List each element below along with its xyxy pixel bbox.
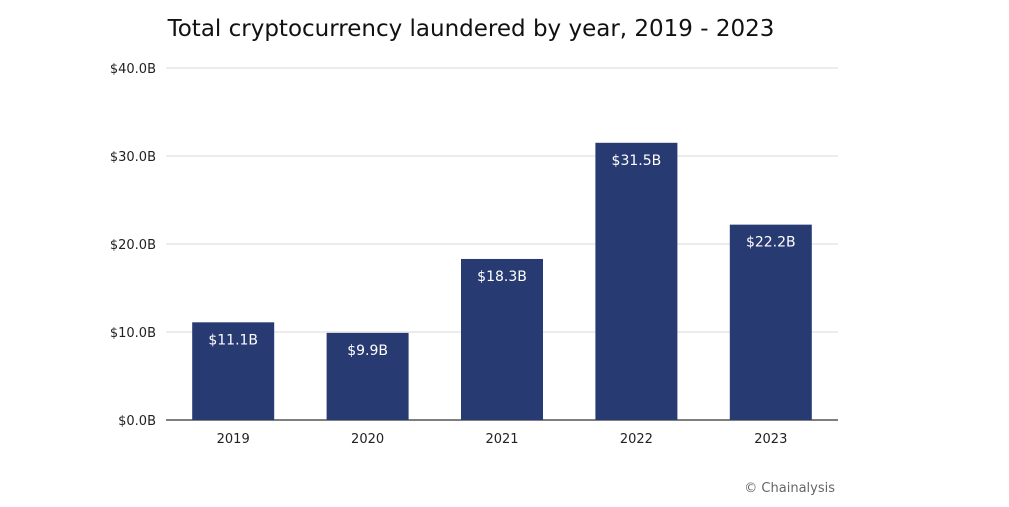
bar-2022: [595, 142, 678, 421]
data-label-2020: $9.9B: [347, 343, 388, 359]
y-axis: $0.0B $10.0B $20.0B $30.0B $40.0B: [110, 62, 156, 429]
chart-title: Total cryptocurrency laundered by year, …: [167, 16, 775, 42]
x-tick-label: 2020: [351, 432, 384, 447]
x-tick-label: 2023: [754, 432, 787, 447]
y-tick-label: $30.0B: [110, 150, 156, 165]
bar-2023: [729, 224, 812, 420]
data-label-2023: $22.2B: [746, 235, 796, 251]
x-tick-label: 2019: [217, 432, 250, 447]
y-tick-label: $0.0B: [118, 414, 156, 429]
bar-2020: [326, 332, 409, 420]
x-tick-label: 2022: [620, 432, 653, 447]
data-label-2019: $11.1B: [208, 332, 258, 348]
y-tick-label: $10.0B: [110, 326, 156, 341]
data-label-2022: $31.5B: [612, 153, 662, 169]
x-axis: 2019 2020 2021 2022 2023: [217, 432, 788, 447]
bars: $11.1B $9.9B $18.3B $31.5B $22.2B: [192, 142, 812, 421]
y-tick-label: $40.0B: [110, 62, 156, 77]
bar-2019: [192, 322, 275, 420]
bar-2021: [461, 258, 543, 420]
data-label-2021: $18.3B: [477, 269, 527, 285]
y-tick-label: $20.0B: [110, 238, 156, 253]
x-tick-label: 2021: [485, 432, 518, 447]
source-credit: © Chainalysis: [744, 481, 835, 496]
